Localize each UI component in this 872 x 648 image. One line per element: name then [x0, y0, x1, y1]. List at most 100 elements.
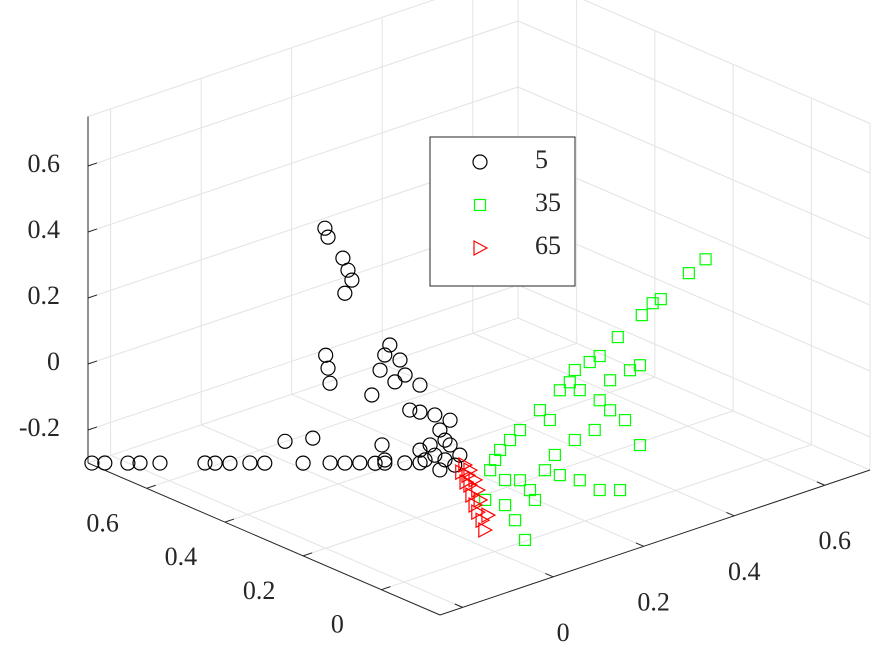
- marker-circle: [452, 447, 468, 463]
- marker-circle: [397, 367, 413, 383]
- z-tick-label: 0.4: [28, 215, 61, 244]
- x-tick-label: 0.4: [165, 542, 198, 571]
- grid-line: [110, 454, 463, 608]
- legend-label: 35: [535, 188, 561, 217]
- marker-circle: [412, 455, 428, 471]
- marker-circle: [132, 455, 148, 471]
- grid-line: [472, 332, 825, 486]
- y-tick: [816, 481, 825, 486]
- marker-triangle: [458, 456, 474, 473]
- marker-square: [553, 384, 566, 397]
- marker-circle: [344, 272, 360, 288]
- y-tick: [545, 573, 554, 578]
- marker-circle: [242, 455, 258, 471]
- x-tick: [381, 586, 391, 591]
- marker-square: [573, 384, 586, 397]
- marker-circle: [120, 455, 136, 471]
- marker-square: [682, 267, 695, 280]
- marker-square: [513, 423, 527, 437]
- grid-line: [517, 218, 871, 372]
- marker-circle: [432, 422, 448, 438]
- marker-square: [518, 533, 532, 547]
- x-tick: [146, 484, 156, 489]
- legend-label: 5: [535, 145, 548, 174]
- marker-square: [573, 474, 586, 487]
- marker-square: [593, 349, 606, 363]
- marker-triangle: [478, 521, 494, 539]
- marker-square: [613, 483, 627, 497]
- marker-circle: [364, 387, 380, 403]
- box-edge: [582, 0, 871, 124]
- marker-circle: [374, 437, 390, 453]
- y-tick-label: 0.4: [728, 557, 761, 586]
- marker-square: [611, 330, 624, 344]
- grid-line: [291, 393, 644, 547]
- x-tick-label: 0: [331, 610, 344, 639]
- marker-square: [568, 433, 581, 447]
- marker-square: [646, 297, 659, 310]
- marker-triangle: [481, 507, 497, 524]
- grid-line: [302, 410, 734, 557]
- marker-circle: [207, 455, 223, 471]
- x-tick: [302, 552, 313, 557]
- z-tick: [87, 162, 98, 167]
- z-tick-label: 0.6: [28, 149, 61, 178]
- marker-circle: [152, 455, 168, 471]
- marker-triangle: [463, 476, 479, 493]
- marker-circle: [402, 402, 418, 418]
- marker-square: [498, 473, 512, 487]
- marker-triangle: [471, 481, 487, 499]
- marker-circle: [322, 455, 338, 471]
- marker-circle: [318, 347, 334, 363]
- marker-square: [593, 394, 606, 407]
- marker-circle: [337, 285, 353, 301]
- marker-circle: [295, 455, 311, 471]
- marker-square: [563, 376, 576, 389]
- marker-circle: [412, 404, 428, 420]
- marker-square: [473, 198, 487, 212]
- marker-circle: [377, 452, 393, 468]
- legend-box: [429, 136, 576, 287]
- marker-triangle: [459, 473, 475, 490]
- x-tick: [224, 518, 235, 523]
- marker-triangle: [473, 491, 489, 508]
- grid-line: [381, 444, 812, 591]
- marker-square: [479, 493, 492, 507]
- marker-circle: [392, 352, 408, 368]
- marker-square: [623, 364, 637, 377]
- marker-square: [593, 483, 606, 497]
- marker-square: [699, 253, 712, 266]
- marker-square: [633, 438, 647, 452]
- box-edge: [517, 317, 871, 471]
- x-tick-label: 0.2: [243, 576, 276, 605]
- marker-square: [528, 493, 542, 507]
- marker-circle: [427, 447, 443, 463]
- grid-line: [146, 342, 577, 489]
- marker-square: [588, 423, 601, 437]
- box-edge: [87, 317, 519, 464]
- marker-triangle: [471, 504, 487, 521]
- box-edge: [87, 0, 436, 117]
- legend: 5 35 65: [429, 136, 576, 287]
- marker-square: [635, 309, 648, 322]
- legend-label: 65: [535, 231, 561, 260]
- marker-circle: [367, 455, 383, 471]
- marker-circle: [305, 430, 321, 446]
- y-axis-line: [439, 469, 871, 616]
- z-tick: [87, 294, 98, 299]
- marker-square: [603, 374, 617, 387]
- z-tick-label: 0.2: [28, 281, 61, 310]
- marker-circle: [412, 442, 428, 458]
- marker-square: [503, 433, 517, 447]
- marker-square: [533, 404, 547, 417]
- grid-line: [200, 424, 554, 578]
- y-tick-label: 0: [557, 618, 570, 647]
- marker-square: [484, 464, 497, 477]
- y-tick: [454, 603, 463, 608]
- marker-circle: [382, 337, 398, 353]
- marker-circle: [320, 229, 336, 245]
- marker-square: [603, 404, 617, 417]
- grid-line: [517, 86, 871, 240]
- marker-circle: [222, 455, 238, 471]
